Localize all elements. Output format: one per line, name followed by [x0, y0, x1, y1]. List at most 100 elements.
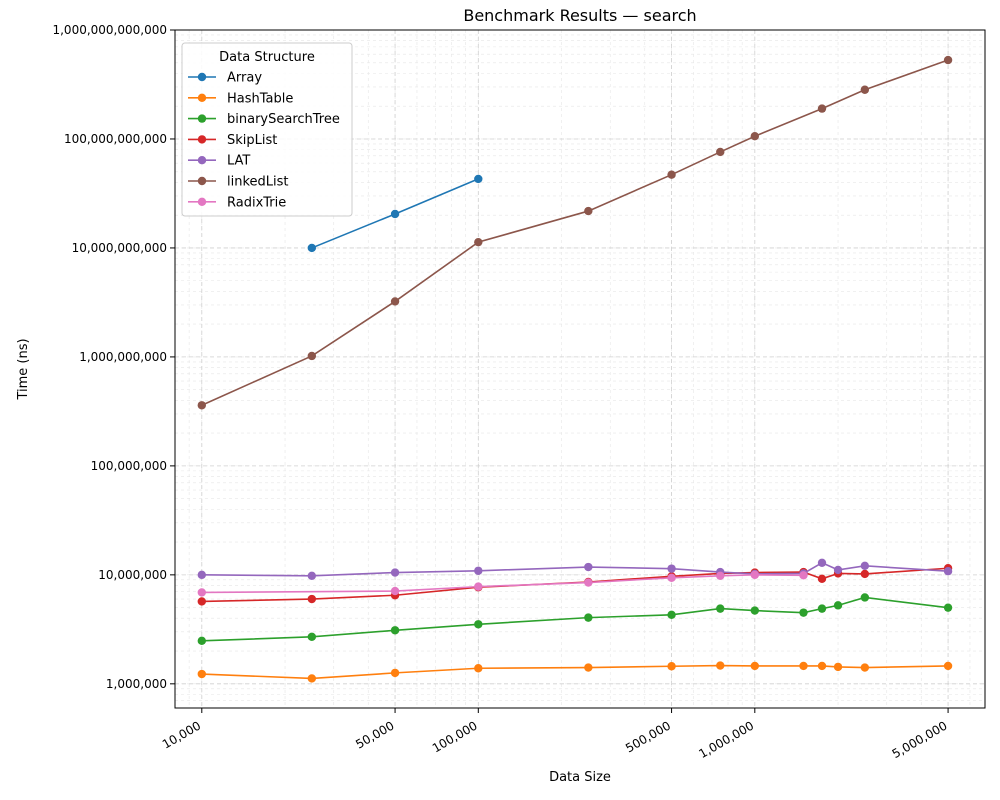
data-point-linked-list — [197, 401, 206, 410]
series-line-radix-trie — [201, 574, 804, 594]
data-point-lat — [833, 565, 843, 575]
y-tick-label: 1,000,000,000,000 — [52, 23, 167, 37]
data-point-linked-list — [390, 297, 400, 306]
y-axis: 1,000,000 10,000,000 100,000,000 1,000,000,… — [52, 23, 175, 691]
data-point-hash-table — [817, 661, 827, 671]
chart-title: Benchmark Results — search — [463, 6, 696, 25]
legend-item-array: Array — [188, 71, 262, 86]
y-tick-label: 10,000,000 — [98, 568, 167, 582]
data-point-skip-list — [197, 597, 206, 606]
legend-swatch-marker — [197, 135, 207, 144]
data-point-binary-search-tree — [817, 604, 827, 613]
data-point-linked-list — [943, 55, 953, 65]
data-point-lat — [390, 568, 400, 577]
legend-swatch-marker — [197, 156, 207, 165]
legend-items: Array HashTable binarySearchTree SkipList LA… — [188, 71, 340, 210]
y-tick-label: 1,000,000 — [106, 677, 167, 691]
data-point-lat — [307, 571, 317, 581]
data-point-hash-table — [390, 668, 400, 678]
data-point-lat — [584, 562, 593, 572]
data-point-hash-table — [667, 662, 676, 671]
series-binary-search-tree — [197, 593, 953, 646]
data-point-binary-search-tree — [716, 604, 725, 613]
data-point-radix-trie — [716, 571, 725, 581]
legend-swatch-marker — [197, 197, 207, 206]
data-point-binary-search-tree — [943, 603, 953, 612]
x-axis: 10,000 50,000 100,000 500,000 1,000,000 5,000… — [160, 708, 950, 761]
data-point-hash-table — [307, 674, 317, 683]
data-point-linked-list — [667, 170, 676, 179]
series-hash-table — [197, 661, 953, 683]
data-point-binary-search-tree — [833, 601, 843, 610]
data-point-binary-search-tree — [474, 620, 483, 629]
legend-label: HashTable — [227, 91, 293, 106]
x-tick-label: 1,000,000 — [696, 718, 756, 761]
data-point-radix-trie — [474, 582, 483, 591]
data-point-linked-list — [817, 104, 827, 113]
legend-label: SkipList — [227, 133, 277, 148]
data-point-binary-search-tree — [860, 593, 870, 602]
legend-item-skip-list: SkipList — [188, 133, 277, 148]
legend-label: Array — [227, 71, 262, 86]
data-point-linked-list — [474, 237, 483, 247]
legend-swatch-marker — [197, 114, 207, 123]
data-point-binary-search-tree — [197, 636, 206, 646]
data-point-linked-list — [750, 132, 760, 141]
data-point-binary-search-tree — [390, 626, 400, 635]
data-point-radix-trie — [750, 570, 760, 580]
legend-swatch-marker — [197, 93, 207, 103]
data-point-binary-search-tree — [799, 608, 808, 617]
legend: Data Structure Array HashTable binarySearc… — [181, 42, 353, 217]
series-linked-list — [197, 55, 953, 410]
data-point-skip-list — [860, 569, 870, 579]
data-point-hash-table — [716, 661, 725, 670]
minor-grid — [174, 29, 985, 709]
data-point-hash-table — [943, 661, 953, 671]
legend-label: RadixTrie — [227, 195, 286, 210]
series-radix-trie — [197, 570, 808, 597]
data-point-hash-table — [584, 663, 593, 672]
x-tick-label: 5,000,000 — [890, 718, 950, 761]
y-tick-label: 10,000,000,000 — [72, 241, 167, 255]
y-tick-label: 100,000,000,000 — [64, 132, 167, 146]
data-point-hash-table — [860, 663, 870, 672]
data-point-lat — [474, 566, 483, 575]
data-point-radix-trie — [799, 571, 808, 580]
y-tick-label: 1,000,000,000 — [79, 350, 167, 364]
legend-item-binary-search-tree: binarySearchTree — [188, 112, 340, 127]
plot-frame — [174, 29, 986, 709]
data-point-radix-trie — [584, 578, 593, 587]
data-point-hash-table — [799, 661, 808, 671]
y-tick-label: 100,000,000 — [91, 459, 167, 473]
data-point-hash-table — [474, 664, 483, 673]
x-tick-label: 10,000 — [160, 718, 203, 751]
data-point-lat — [197, 570, 206, 580]
data-point-binary-search-tree — [584, 613, 593, 622]
data-point-linked-list — [860, 85, 870, 94]
legend-swatch-marker — [197, 72, 207, 82]
data-point-lat — [817, 558, 827, 568]
legend-item-linked-list: linkedList — [188, 175, 289, 190]
legend-item-radix-trie: RadixTrie — [188, 195, 286, 210]
data-point-binary-search-tree — [750, 606, 760, 615]
x-tick-label: 50,000 — [353, 718, 396, 751]
y-axis-label: Time (ns) — [16, 338, 31, 400]
legend-item-hash-table: HashTable — [188, 91, 293, 106]
data-point-lat — [860, 561, 870, 571]
x-tick-label: 100,000 — [430, 718, 480, 755]
legend-swatch-marker — [197, 176, 207, 186]
data-point-array — [474, 174, 483, 184]
x-tick-label: 500,000 — [623, 718, 673, 755]
data-point-binary-search-tree — [667, 610, 676, 619]
data-point-hash-table — [197, 669, 206, 679]
legend-label: LAT — [227, 154, 250, 169]
x-axis-label: Data Size — [549, 770, 611, 785]
data-point-hash-table — [750, 661, 760, 671]
data-point-array — [390, 209, 400, 219]
data-point-radix-trie — [197, 588, 206, 597]
legend-box — [181, 42, 353, 217]
series-array — [307, 174, 483, 253]
series-layer — [197, 55, 953, 683]
legend-label: binarySearchTree — [227, 112, 340, 127]
